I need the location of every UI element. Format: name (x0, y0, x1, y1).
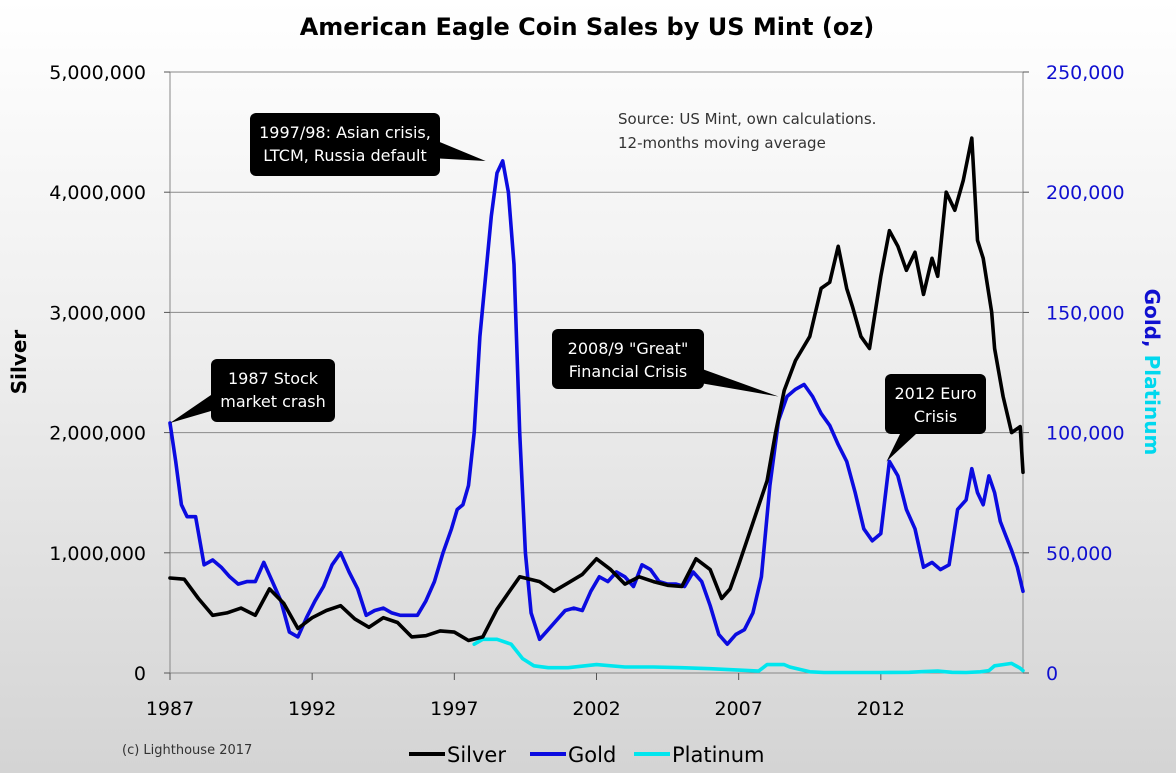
legend-label-gold: Gold (568, 743, 616, 767)
axis-ticks: 0 1,000,000 2,000,000 3,000,000 4,000,000 5,0… (49, 62, 1124, 720)
x-tick-label: 1992 (288, 698, 336, 720)
x-tick-label: 2007 (714, 698, 762, 720)
legend-label-platinum: Platinum (672, 743, 765, 767)
y-left-tick-label: 1,000,000 (49, 543, 146, 565)
legend: Silver Gold Platinum (409, 743, 765, 767)
series-line-silver (168, 136, 1025, 643)
y-left-tick-label: 0 (134, 663, 146, 685)
callout: 2008/9 "Great" Financial Crisis (552, 329, 779, 397)
callout-label: 1997/98: Asian crisis, (259, 123, 431, 142)
x-tick-label: 1987 (146, 698, 194, 720)
callout-pointer (430, 138, 486, 161)
callout-label: 2012 Euro (894, 384, 976, 403)
callout-label: Financial Crisis (569, 362, 687, 381)
legend-label-silver: Silver (447, 743, 506, 767)
y-right-tick-label: 150,000 (1046, 302, 1125, 324)
copyright-text: (c) Lighthouse 2017 (122, 743, 252, 758)
y-axis-left-title: Silver (7, 330, 31, 395)
callout-pointer (886, 434, 916, 462)
y-right-tick-label: 0 (1046, 663, 1058, 685)
x-tick-label: 2002 (572, 698, 620, 720)
callout-box (250, 113, 440, 176)
y-right-tick-label: 50,000 (1046, 543, 1112, 565)
y-left-tick-label: 2,000,000 (49, 423, 146, 445)
y-right-tick-label: 200,000 (1046, 182, 1125, 204)
callout: 2012 Euro Crisis (885, 374, 986, 462)
callout-label: LTCM, Russia default (263, 146, 427, 165)
callout: 1997/98: Asian crisis, LTCM, Russia defau… (250, 113, 486, 176)
chart-title: American Eagle Coin Sales by US Mint (oz… (300, 13, 875, 41)
series-layer (168, 136, 1025, 675)
y-axis-right-title: Gold, Platinum (1140, 289, 1164, 456)
callout-box (885, 374, 986, 434)
moving-average-note: 12-months moving average (618, 134, 826, 152)
y-left-tick-label: 3,000,000 (49, 302, 146, 324)
x-tick-label: 1997 (430, 698, 478, 720)
y-axis-right-title-gold: Gold, (1140, 289, 1164, 348)
callout-box (211, 359, 335, 422)
y-right-tick-label: 250,000 (1046, 62, 1125, 84)
callout-label: 2008/9 "Great" (568, 339, 689, 358)
callout-box (552, 329, 704, 389)
y-axis-right-title-platinum: Platinum (1140, 355, 1164, 456)
y-right-tick-label: 100,000 (1046, 423, 1125, 445)
callout-pointer (680, 361, 779, 397)
callout-label: 1987 Stock (228, 369, 319, 388)
annotations: 1987 Stock market crash 1997/98: Asian cri… (170, 113, 986, 462)
callout-label: market crash (220, 392, 326, 411)
y-left-tick-label: 4,000,000 (49, 182, 146, 204)
y-left-tick-label: 5,000,000 (49, 62, 146, 84)
x-tick-label: 2012 (857, 698, 905, 720)
callout-label: Crisis (914, 407, 957, 426)
callout-pointer (170, 395, 211, 423)
series-line-gold (168, 159, 1025, 647)
source-note: Source: US Mint, own calculations. (618, 110, 876, 128)
series-line-platinum (472, 637, 1025, 675)
callout: 1987 Stock market crash (170, 359, 335, 423)
